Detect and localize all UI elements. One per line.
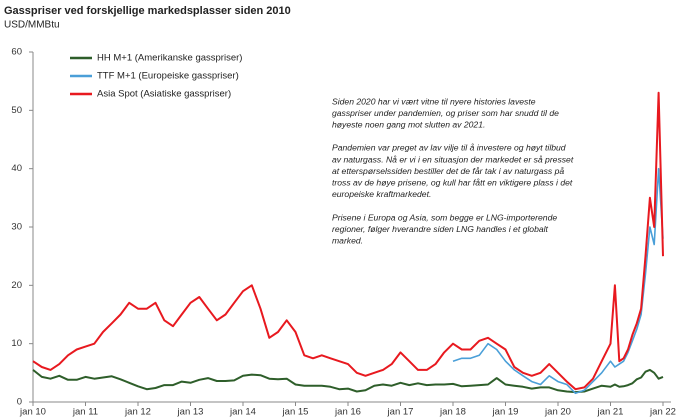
annotation: av naturgass. Nå er vi i en situasjon de… [332, 154, 574, 164]
y-tick-label: 60 [11, 47, 22, 58]
legend-label: Asia Spot (Asiatiske gasspriser) [97, 89, 231, 100]
x-tick-label: jan 16 [334, 407, 361, 418]
annotation: regioner, følger hverandre siden LNG han… [332, 224, 549, 234]
y-tick-label: 50 [11, 105, 22, 116]
series-line [32, 91, 664, 391]
annotation: marked. [332, 235, 363, 245]
series-line [452, 167, 664, 395]
legend-label: HH M+1 (Amerikanske gasspriser) [97, 53, 242, 64]
annotation: høyeste noen gang mot slutten av 2021. [332, 119, 485, 129]
chart-title: Gasspriser ved forskjellige markedsplass… [4, 5, 291, 17]
annotation: Siden 2020 har vi vært vitne til nyere h… [332, 96, 536, 106]
annotation: at etterspørselssiden bestiller det de f… [332, 166, 564, 176]
x-tick-label: jan 21 [597, 407, 624, 418]
y-tick-label: 10 [11, 338, 22, 349]
y-tick-label: 40 [11, 163, 22, 174]
x-tick-label: jan 12 [124, 407, 151, 418]
legend-label: TTF M+1 (Europeiske gasspriser) [97, 71, 239, 82]
y-tick-label: 20 [11, 280, 22, 291]
annotation: Prisene i Europa og Asia, som begge er L… [332, 212, 557, 222]
x-tick-label: jan 22 [649, 407, 676, 418]
x-tick-label: jan 14 [229, 407, 256, 418]
x-tick-label: jan 11 [72, 407, 98, 418]
annotation: Pandemien var preget av lav vilje til å … [332, 143, 566, 153]
annotation: tross av de høye prisene, og kull har få… [332, 177, 573, 187]
x-tick-label: jan 17 [387, 407, 414, 418]
x-tick-label: jan 20 [544, 407, 571, 418]
y-tick-label: 0 [17, 397, 22, 408]
chart-subtitle: USD/MMBtu [4, 20, 60, 31]
x-tick-label: jan 19 [492, 407, 519, 418]
x-tick-label: jan 15 [282, 407, 309, 418]
x-tick-label: jan 13 [177, 407, 204, 418]
x-tick-label: jan 10 [19, 407, 46, 418]
annotation: europeiske kraftmarkedet. [332, 189, 431, 199]
series-line [32, 368, 664, 394]
y-tick-label: 30 [11, 222, 22, 233]
annotation: gasspriser under pandemien, og priser so… [332, 108, 559, 118]
x-tick-label: jan 18 [439, 407, 466, 418]
